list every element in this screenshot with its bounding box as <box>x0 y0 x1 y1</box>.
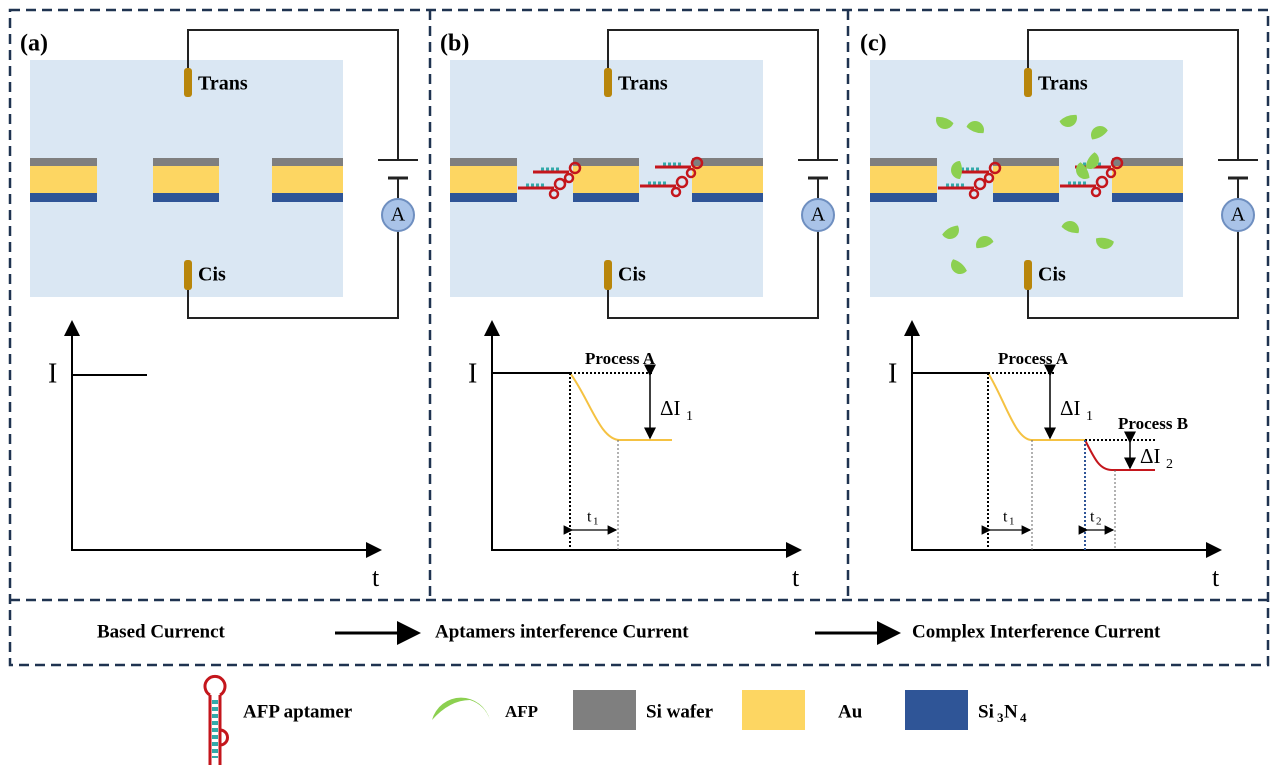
delta-label: ΔI <box>660 396 681 420</box>
si-wafer <box>450 158 517 166</box>
si3n4 <box>573 193 639 202</box>
label: Trans <box>198 73 248 95</box>
au-icon <box>742 690 805 730</box>
label: Si <box>978 701 994 722</box>
label: N <box>1004 701 1018 722</box>
electrode <box>1024 68 1032 97</box>
ammeter-label: A <box>811 204 826 226</box>
ammeter-label: A <box>1231 204 1246 226</box>
label: Si wafer <box>646 701 714 722</box>
label: t <box>792 563 800 592</box>
si-wafer <box>30 158 97 166</box>
si-wafer <box>993 158 1059 166</box>
au <box>692 166 763 193</box>
electrode <box>1024 260 1032 290</box>
si3n4 <box>450 193 517 202</box>
label: I <box>468 358 477 389</box>
label: Aptamers interference Current <box>435 621 689 642</box>
si3n4-icon <box>905 690 968 730</box>
au <box>272 166 343 193</box>
curve <box>570 373 672 440</box>
si3n4 <box>272 193 343 202</box>
label: (a) <box>20 31 48 57</box>
label: Process B <box>1118 414 1188 433</box>
label: Process A <box>998 349 1069 368</box>
au <box>30 166 97 193</box>
si-wafer <box>573 158 639 166</box>
time-sub: 2 <box>1096 516 1102 528</box>
label: Cis <box>198 264 226 286</box>
au <box>870 166 937 193</box>
electrode <box>184 68 192 97</box>
delta-sub: 2 <box>1166 457 1173 472</box>
si-wafer <box>870 158 937 166</box>
label: (c) <box>860 31 887 57</box>
delta-label: ΔI <box>1140 444 1161 468</box>
si-wafer <box>272 158 343 166</box>
label: Based Currenct <box>97 621 226 642</box>
figure: (a) A Trans Cis It (b) A Trans Cis It Process A ΔI 1… <box>0 0 1275 767</box>
label: 4 <box>1020 710 1027 725</box>
label: Trans <box>1038 73 1088 95</box>
time-label: t <box>587 509 592 526</box>
electrode <box>184 260 192 290</box>
delta-sub: 1 <box>1086 409 1093 424</box>
label: Cis <box>618 264 646 286</box>
delta-label: ΔI <box>1060 396 1081 420</box>
time-sub: 1 <box>1009 516 1015 528</box>
time-sub: 1 <box>593 516 599 528</box>
label: 3 <box>997 710 1004 725</box>
label: (b) <box>440 31 469 57</box>
au <box>450 166 517 193</box>
si3n4 <box>153 193 219 202</box>
si3n4 <box>30 193 97 202</box>
label: Au <box>838 701 863 722</box>
si3n4 <box>1112 193 1183 202</box>
label: I <box>48 358 57 389</box>
electrode <box>604 68 612 97</box>
label: Cis <box>1038 264 1066 286</box>
ammeter-label: A <box>391 204 406 226</box>
label: AFP aptamer <box>243 701 353 722</box>
label: Complex Interference Current <box>912 621 1161 642</box>
label: Process A <box>585 349 656 368</box>
time-label: t <box>1003 509 1008 526</box>
au <box>993 166 1059 193</box>
label: t <box>1212 563 1220 592</box>
electrode <box>604 260 612 290</box>
time-label: t <box>1090 509 1095 526</box>
au <box>153 166 219 193</box>
label: AFP <box>505 702 538 721</box>
si-wafer-icon <box>573 690 636 730</box>
au <box>573 166 639 193</box>
si-wafer <box>153 158 219 166</box>
label: t <box>372 563 380 592</box>
si3n4 <box>993 193 1059 202</box>
label: Trans <box>618 73 668 95</box>
si3n4 <box>870 193 937 202</box>
delta-sub: 1 <box>686 409 693 424</box>
au <box>1112 166 1183 193</box>
si3n4 <box>692 193 763 202</box>
afp-icon <box>432 698 490 720</box>
label: I <box>888 358 897 389</box>
